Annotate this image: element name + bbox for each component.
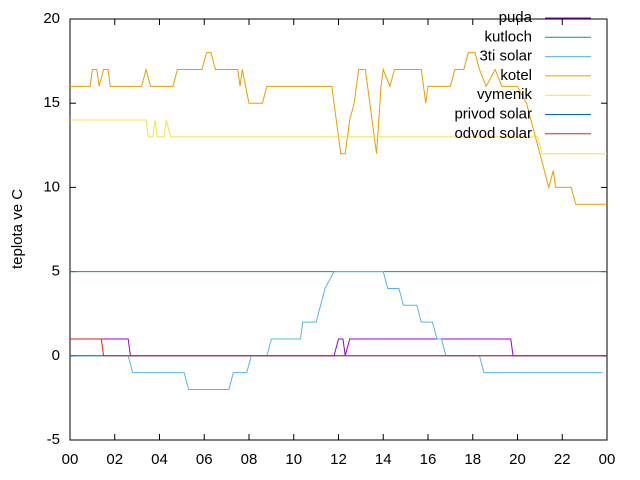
legend-label: privod solar [454, 105, 532, 122]
x-tick-label: 10 [285, 451, 302, 468]
x-tick-label: 06 [196, 451, 213, 468]
y-tick-label: -5 [47, 431, 60, 448]
legend-label: puda [499, 9, 533, 26]
y-axis-label: teplota ve C [9, 189, 26, 269]
y-tick-label: 15 [43, 94, 60, 111]
legend-label: odvod solar [454, 125, 532, 142]
legend-label: kotel [500, 67, 532, 84]
x-tick-label: 00 [599, 451, 616, 468]
x-tick-label: 00 [62, 451, 79, 468]
x-tick-label: 18 [464, 451, 481, 468]
series-line [70, 119, 607, 155]
y-tick-label: 20 [43, 10, 60, 27]
x-tick-label: 04 [151, 451, 168, 468]
legend-label: 3ti solar [479, 48, 532, 65]
x-tick-label: 12 [330, 451, 347, 468]
x-tick-label: 14 [375, 451, 392, 468]
x-tick-label: 22 [554, 451, 571, 468]
series-line [70, 338, 607, 357]
y-tick-label: 10 [43, 178, 60, 195]
y-tick-label: 5 [52, 263, 60, 280]
x-tick-label: 08 [241, 451, 258, 468]
legend-label: vymenik [477, 86, 533, 103]
legend-label: kutloch [484, 28, 532, 45]
series-line [70, 271, 603, 390]
x-tick-label: 16 [420, 451, 437, 468]
x-tick-label: 02 [106, 451, 123, 468]
x-tick-label: 20 [509, 451, 526, 468]
series-line [70, 338, 607, 357]
plot-frame [69, 18, 608, 441]
series-line [70, 52, 607, 205]
y-tick-label: 0 [52, 347, 60, 364]
